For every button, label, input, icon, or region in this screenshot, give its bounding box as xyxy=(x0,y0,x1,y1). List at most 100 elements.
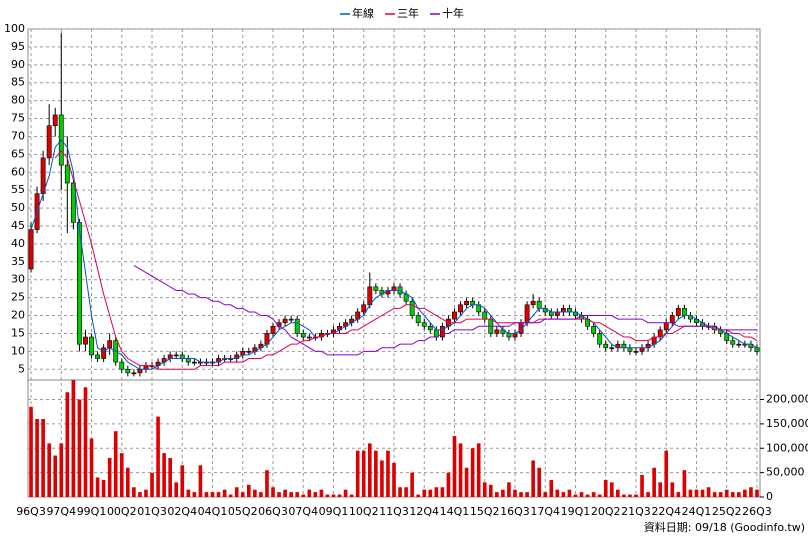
candle-body xyxy=(270,325,276,334)
volume-bar xyxy=(700,489,705,497)
volume-bar xyxy=(41,419,45,497)
candle-body xyxy=(627,347,633,352)
candle-body xyxy=(288,318,294,321)
volume-bar xyxy=(313,492,318,497)
y2-tick-label: 0 xyxy=(766,490,773,503)
volume-bar xyxy=(83,387,88,497)
volume-bar xyxy=(416,494,421,497)
volume-bar xyxy=(622,494,626,497)
x-tick-label: 05Q2 xyxy=(228,505,258,518)
volume-bar xyxy=(180,465,185,497)
y-tick-label: 10 xyxy=(11,344,25,357)
candle-body xyxy=(83,336,88,345)
volume-bar xyxy=(682,470,687,497)
x-tick-label: 11Q3 xyxy=(379,505,409,518)
x-tick-label: 99Q1 xyxy=(77,505,107,518)
x-tick-label: 17Q4 xyxy=(530,505,560,518)
volume-bar xyxy=(652,467,656,497)
candle-body xyxy=(560,308,566,313)
volume-bar xyxy=(186,489,191,497)
y-tick-label: 5 xyxy=(18,362,25,375)
volume-bar xyxy=(525,492,529,497)
volume-bar xyxy=(658,482,662,497)
candle-body xyxy=(427,325,433,331)
volume-bar xyxy=(706,487,711,497)
volume-bar xyxy=(386,450,390,497)
volume-bar xyxy=(519,492,523,497)
y-tick-label: 60 xyxy=(11,165,25,178)
ma-line xyxy=(133,264,757,356)
volume-bar xyxy=(640,475,644,497)
candle-body xyxy=(554,311,560,316)
volume-bar xyxy=(349,494,354,497)
candle-body xyxy=(64,164,70,184)
volume-bar xyxy=(71,380,76,497)
volume-bar xyxy=(222,489,227,497)
candle-body xyxy=(173,354,179,357)
y2-tick-label: 50,000 xyxy=(766,466,805,479)
y-tick-label: 100 xyxy=(4,22,25,35)
x-tick-label: 22Q4 xyxy=(651,505,681,518)
y-tick-label: 40 xyxy=(11,237,25,250)
candle-body xyxy=(452,311,457,320)
volume-bar xyxy=(476,443,481,497)
candle-body xyxy=(464,300,470,306)
candle-body xyxy=(185,358,191,363)
source-note: 資料日期: 09/18 (Goodinfo.tw) xyxy=(644,520,805,534)
volume-bar xyxy=(737,492,741,497)
volume-bar xyxy=(283,489,287,497)
volume-bar xyxy=(210,492,215,497)
candle-body xyxy=(591,325,597,334)
volume-bar xyxy=(107,458,112,497)
legend: 年線 三年 十年 xyxy=(340,6,464,20)
candle-body xyxy=(609,347,615,350)
volume-bar xyxy=(277,492,281,497)
candle-body xyxy=(167,354,173,359)
volume-bar xyxy=(307,489,312,497)
candle-body xyxy=(597,333,603,345)
volume-bar xyxy=(597,494,602,497)
volume-bar xyxy=(95,477,100,497)
x-tick-label: 20Q2 xyxy=(591,505,621,518)
volume-bar xyxy=(573,494,578,497)
y2-tick-label: 150,000 xyxy=(766,417,808,430)
volume-bar xyxy=(119,453,124,497)
y-tick-label: 90 xyxy=(11,58,25,71)
candle-body xyxy=(415,315,421,323)
x-tick-label: 97Q4 xyxy=(46,505,76,518)
legend-label: 十年 xyxy=(442,6,464,20)
volume-bar xyxy=(446,472,451,497)
volume-bar xyxy=(398,487,402,497)
candle-body xyxy=(675,308,681,316)
candle-body xyxy=(567,308,572,313)
x-tick-label: 25Q2 xyxy=(712,505,742,518)
candle-body xyxy=(621,343,627,349)
candle-body xyxy=(294,318,300,334)
y-tick-label: 25 xyxy=(11,291,25,304)
candle-body xyxy=(512,333,518,338)
candle-body xyxy=(28,229,34,270)
candle-body xyxy=(736,343,742,346)
x-tick-label: 96Q3 xyxy=(16,505,46,518)
candle-body xyxy=(458,304,463,313)
candle-body xyxy=(52,114,58,127)
volume-bar xyxy=(192,492,197,497)
volume-bar xyxy=(755,489,759,497)
candle-body xyxy=(361,304,367,313)
candle-body xyxy=(439,325,445,338)
volume-bar xyxy=(234,487,239,497)
candle-body xyxy=(282,318,288,323)
x-tick-label: 10Q2 xyxy=(349,505,379,518)
candle-body xyxy=(143,365,149,370)
candle-body xyxy=(77,222,82,345)
volume-bar xyxy=(240,492,245,497)
x-tick-label: 16Q3 xyxy=(500,505,530,518)
volume-bar xyxy=(331,494,336,497)
volume-bar xyxy=(138,492,142,497)
ma-line xyxy=(54,150,758,370)
candle-body xyxy=(179,354,185,359)
x-tick-label: 02Q4 xyxy=(167,505,197,518)
candle-body xyxy=(754,347,760,352)
y-tick-label: 50 xyxy=(11,201,25,214)
volume-bar xyxy=(65,392,70,497)
